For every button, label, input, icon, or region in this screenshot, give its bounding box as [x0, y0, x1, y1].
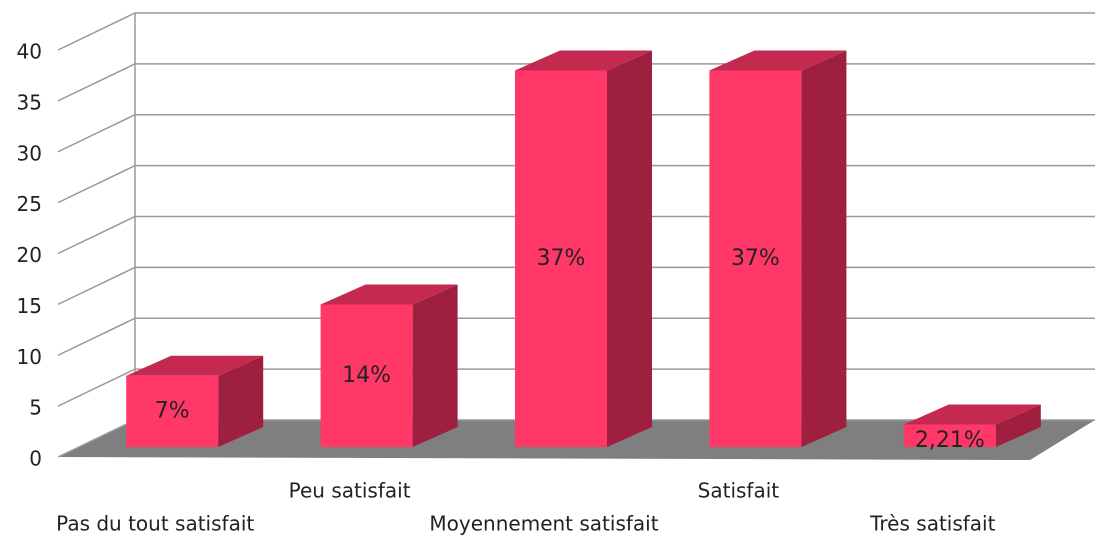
y-tick-label: 40	[17, 40, 42, 64]
bar	[709, 50, 847, 448]
bar-top	[515, 50, 652, 71]
bar	[903, 404, 1041, 447]
y-tick-label: 25	[17, 192, 42, 216]
y-tick-label: 30	[17, 141, 42, 165]
bar-side	[412, 284, 458, 447]
x-tick-label: Pas du tout satisfait	[56, 512, 254, 536]
bar-top	[320, 284, 458, 305]
bar	[320, 284, 458, 447]
bar-side	[995, 404, 1041, 447]
value-label: 37%	[537, 246, 586, 271]
bar-top	[709, 50, 847, 71]
bar-front	[709, 70, 802, 448]
bar	[126, 355, 264, 447]
y-tick-label: 20	[17, 243, 42, 267]
bar-front	[515, 70, 607, 448]
bar-top	[903, 404, 1041, 425]
y-tick-label: 5	[29, 396, 42, 420]
grid-line	[57, 12, 1095, 51]
bar-top	[126, 355, 264, 376]
x-tick-label: Moyennement satisfait	[429, 512, 658, 536]
y-tick-label: 10	[17, 345, 42, 369]
bar	[515, 50, 652, 448]
value-label: 14%	[342, 363, 391, 388]
y-tick-label: 15	[17, 294, 42, 318]
x-tick-label: Satisfait	[698, 479, 780, 503]
bar-front	[320, 304, 413, 447]
bar-side	[218, 355, 264, 447]
y-tick-label: 0	[29, 447, 42, 471]
value-label: 2,21%	[915, 428, 985, 453]
x-tick-label: Peu satisfait	[289, 479, 411, 503]
bar-front	[903, 424, 996, 447]
bar-side	[607, 50, 652, 448]
x-tick-label: Très satisfait	[869, 512, 995, 536]
value-label: 7%	[155, 398, 190, 423]
bar-side	[801, 50, 847, 448]
bar-front	[126, 375, 219, 447]
value-label: 37%	[731, 246, 780, 271]
y-tick-label: 35	[17, 90, 42, 114]
